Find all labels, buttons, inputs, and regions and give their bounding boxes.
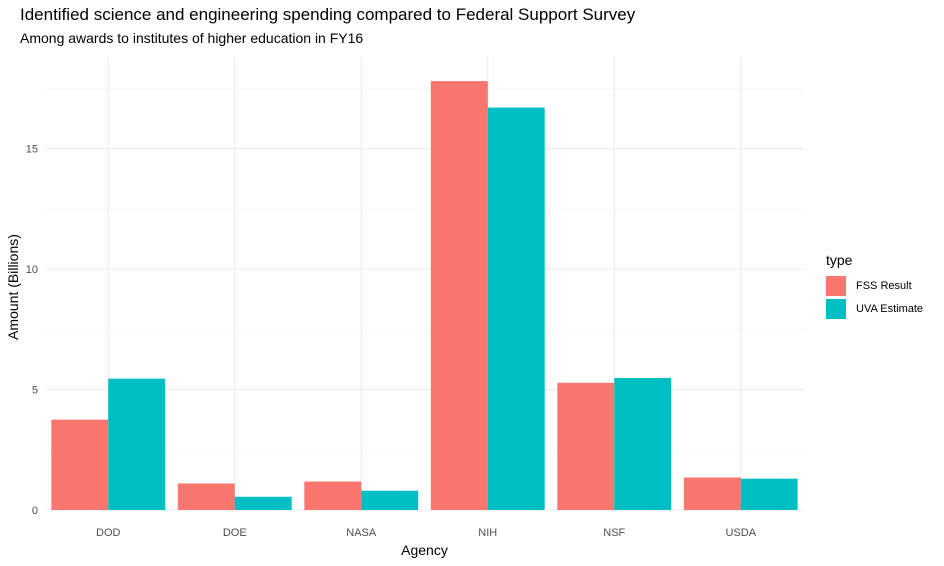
legend: type FSS Result UVA Estimate [826, 252, 923, 320]
x-tick-label: DOD [96, 527, 121, 539]
y-tick-label: 0 [32, 505, 38, 517]
bar-fss-result-doe [177, 483, 235, 510]
bar-uva-estimate-nsf [614, 377, 672, 510]
bar-fss-result-nasa [304, 481, 362, 510]
legend-label: UVA Estimate [856, 302, 924, 315]
y-tick-label: 5 [32, 385, 38, 397]
grid-layer [45, 57, 804, 511]
legend-key [826, 298, 846, 319]
legend-key [826, 275, 846, 296]
y-axis-title: Amount (Billions) [5, 234, 21, 340]
bar-uva-estimate-nih [487, 107, 545, 510]
x-tick-label: NSF [603, 527, 625, 539]
bar-uva-estimate-dod [108, 378, 166, 510]
bar-fss-result-usda [683, 477, 741, 510]
y-tick-label: 15 [26, 144, 38, 156]
x-axis-title: Agency [401, 542, 448, 558]
chart-subtitle: Among awards to institutes of higher edu… [20, 30, 364, 46]
bar-fss-result-nsf [557, 382, 615, 510]
bars-layer [51, 81, 798, 511]
bar-fss-result-nih [430, 81, 488, 511]
x-tick-label: DOE [223, 527, 247, 539]
legend-items: FSS Result UVA Estimate [826, 274, 923, 320]
x-tick-label: USDA [725, 527, 756, 539]
y-tick-label: 10 [26, 264, 38, 276]
bar-uva-estimate-usda [740, 478, 798, 510]
chart-title: Identified science and engineering spend… [20, 5, 636, 24]
ticks-layer: 0 5 10 15 DOD DOE NASA NIH NSF USDA [26, 144, 757, 539]
legend-label: FSS Result [856, 279, 912, 292]
legend-item: UVA Estimate [826, 297, 923, 320]
legend-item: FSS Result [826, 274, 923, 297]
bar-uva-estimate-doe [234, 496, 292, 510]
bar-uva-estimate-nasa [361, 490, 419, 510]
legend-title: type [826, 252, 853, 268]
x-tick-label: NIH [478, 527, 497, 539]
bar-fss-result-dod [51, 419, 109, 510]
x-tick-label: NASA [346, 527, 377, 539]
